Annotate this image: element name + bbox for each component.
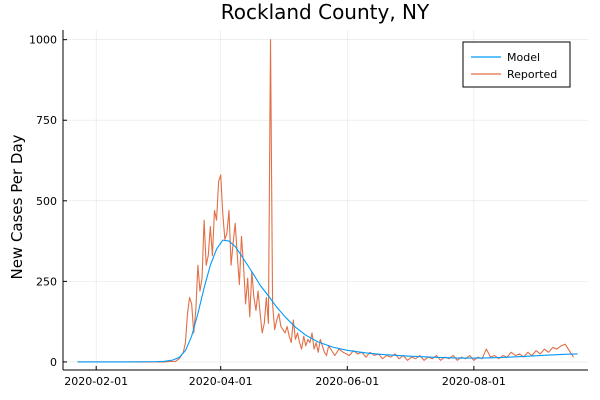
legend-label-model: Model — [507, 51, 540, 64]
legend-box — [462, 41, 571, 88]
y-tick-label-3: 750 — [36, 114, 57, 127]
x-tick-label-2: 2020-06-01 — [315, 375, 379, 388]
x-tick-label-0: 2020-02-01 — [64, 375, 128, 388]
y-tick-label-0: 0 — [50, 356, 57, 369]
series-line-model — [77, 239, 578, 363]
axes — [62, 30, 588, 371]
legend: Model Reported — [462, 41, 571, 88]
series-group — [77, 39, 578, 363]
y-tick-label-4: 1000 — [29, 34, 57, 47]
y-tick-label-1: 250 — [36, 275, 57, 288]
chart-title: Rockland County, NY — [221, 0, 430, 24]
tick-labels: 2020-02-01 2020-04-01 2020-06-01 2020-08-01… — [29, 34, 506, 388]
x-tick-label-3: 2020-08-01 — [442, 375, 506, 388]
y-axis-label: New Cases Per Day — [8, 134, 26, 279]
x-tick-label-1: 2020-04-01 — [189, 375, 253, 388]
y-tick-label-2: 500 — [36, 195, 57, 208]
legend-label-reported: Reported — [507, 68, 557, 81]
